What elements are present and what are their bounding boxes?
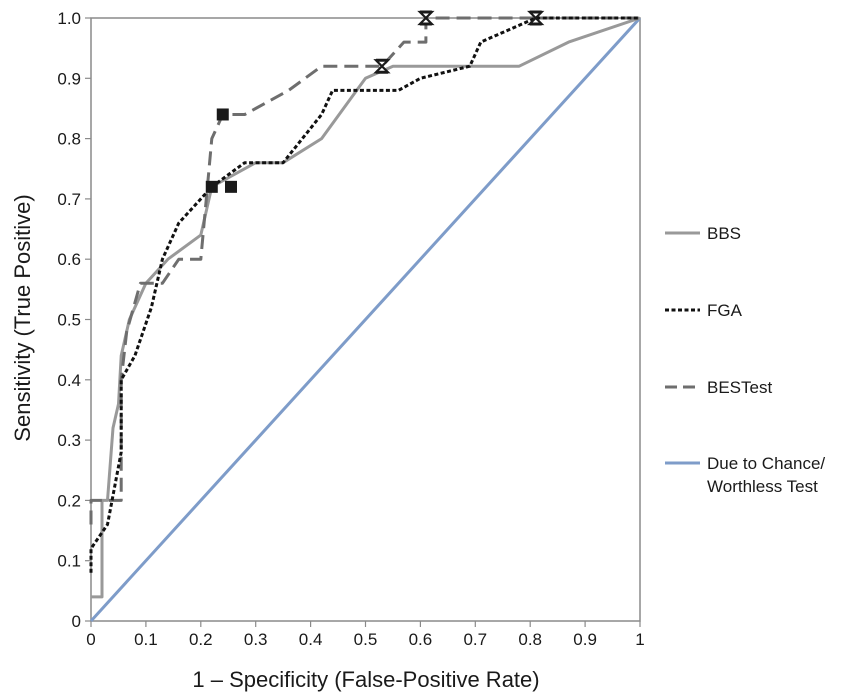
y-tick-label: 0.2 [57,491,81,510]
square-marker [205,180,218,193]
marker-layer [205,10,545,193]
legend-label-fga: FGA [707,301,743,320]
x-tick-label: 0.3 [244,630,268,649]
y-tick-label: 0.6 [57,250,81,269]
x-tick-label: 0 [86,630,95,649]
y-tick-label: 0 [72,612,81,631]
square-marker [216,108,229,121]
series-line-bbs [91,16,641,599]
series-line-fga [89,16,640,573]
x-tick-label: 0.1 [134,630,158,649]
x-tick-label: 1 [635,630,644,649]
x-tick-label: 0.8 [518,630,542,649]
square-marker [224,180,237,193]
series-layer [89,16,642,623]
x-tick-label: 0.9 [573,630,597,649]
legend: BBS FGA BESTest Due to Chance/ Worthless… [665,224,825,496]
y-tick-label: 0.5 [57,311,81,330]
x-tick-label: 0.4 [299,630,323,649]
x-tick-label: 0.5 [354,630,378,649]
y-tick-label: 0.9 [57,69,81,88]
legend-label-chance-line2: Worthless Test [707,477,818,496]
series-line-due [89,16,642,623]
y-axis-ticks: 0 0.1 0.2 0.3 0.4 0.5 0.6 0.7 0.8 0.9 1.0 [57,9,91,631]
y-axis-title: Sensitivity (True Positive) [10,194,35,441]
legend-label-bestest: BESTest [707,378,772,397]
y-tick-label: 1.0 [57,9,81,28]
x-axis-title: 1 – Specificity (False-Positive Rate) [192,667,539,692]
x-tick-label: 0.2 [189,630,213,649]
y-tick-label: 0.1 [57,552,81,571]
legend-label-bbs: BBS [707,224,741,243]
legend-label-chance-line1: Due to Chance/ [707,454,825,473]
x-tick-label: 0.6 [409,630,433,649]
y-tick-label: 0.8 [57,130,81,149]
y-tick-label: 0.4 [57,371,81,390]
x-axis-ticks: 0 0.1 0.2 0.3 0.4 0.5 0.6 0.7 0.8 0.9 1 [86,621,645,649]
y-tick-label: 0.3 [57,431,81,450]
y-tick-label: 0.7 [57,190,81,209]
x-tick-label: 0.7 [463,630,487,649]
series-line-bestest [89,16,640,525]
